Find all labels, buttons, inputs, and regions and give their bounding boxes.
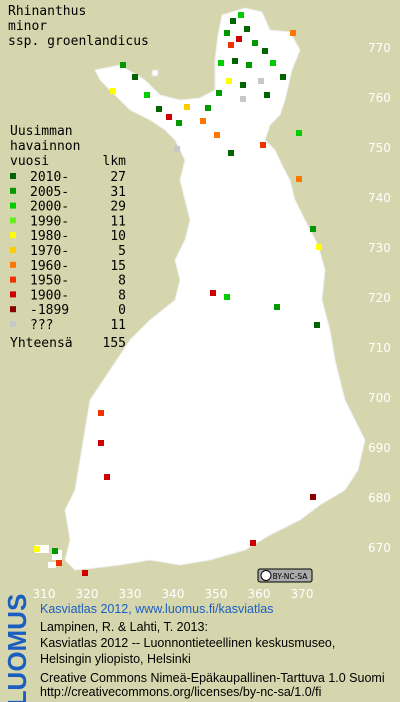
- legend-label: 1950-: [30, 274, 69, 289]
- legend-swatch: [10, 276, 16, 283]
- legend-count: 15: [110, 259, 126, 274]
- y-grid-label: 670: [368, 541, 391, 555]
- legend-count-header: lkm: [103, 154, 127, 169]
- legend-swatch: [10, 173, 16, 179]
- x-grid-label: 350: [205, 587, 228, 601]
- legend-label: 1960-: [30, 259, 69, 274]
- y-grid-label: 710: [368, 341, 391, 355]
- legend-label: 1970-: [30, 244, 69, 259]
- legend-total-label: Yhteensä: [10, 336, 73, 351]
- legend-swatch: [10, 247, 16, 253]
- legend-count: 11: [110, 318, 126, 333]
- legend-label: ???: [30, 318, 53, 333]
- y-grid-label: 720: [368, 291, 391, 305]
- legend-header: Uusimman: [10, 124, 73, 139]
- legend-swatch: [10, 291, 16, 298]
- legend-swatch: [10, 261, 16, 268]
- legend-swatch: [10, 321, 16, 327]
- y-grid-label: 740: [368, 191, 391, 205]
- y-grid-label: 750: [368, 141, 391, 155]
- legend-label: 1900-: [30, 288, 69, 303]
- y-grid-label: 680: [368, 491, 391, 505]
- x-grid-label: 340: [162, 587, 185, 601]
- title-line: Rhinanthus: [8, 4, 86, 19]
- x-grid-label: 320: [76, 587, 99, 601]
- legend-swatch: [10, 217, 16, 224]
- legend-count: 31: [110, 185, 126, 200]
- legend-header: vuosi: [10, 154, 49, 169]
- y-grid-label: 690: [368, 441, 391, 455]
- occurrence-squares: [34, 12, 322, 576]
- citation-line: Kasviatlas 2012 -- Luonnontieteellinen k…: [40, 636, 335, 650]
- x-grid-label: 330: [119, 587, 142, 601]
- footer: Lampinen, R. & Lahti, T. 2013: Kasviatlas…: [40, 620, 385, 699]
- legend-count: 29: [110, 200, 126, 215]
- y-grid-label: 700: [368, 391, 391, 405]
- license-badge: BY-NC-SA: [257, 568, 313, 583]
- legend-label: 2000-: [30, 200, 69, 215]
- legend-label: 2005-: [30, 185, 69, 200]
- legend-count: 8: [118, 288, 126, 303]
- legend-count: 8: [118, 274, 126, 289]
- legend-swatch: [10, 202, 16, 209]
- legend-total: 155: [103, 336, 126, 351]
- legend-swatch: [10, 306, 16, 313]
- legend-count: 10: [110, 229, 126, 244]
- logo: LUOMUS: [2, 594, 32, 702]
- citation-line: Lampinen, R. & Lahti, T. 2013:: [40, 620, 208, 634]
- legend-count: 5: [118, 244, 126, 259]
- title-line: minor: [8, 19, 47, 34]
- legend-label: -1899: [30, 303, 69, 318]
- license-line: Creative Commons Nimeä-Epäkaupallinen-Ta…: [40, 671, 385, 685]
- legend-swatch: [10, 187, 16, 194]
- license-badge-text: BY-NC-SA: [273, 572, 309, 581]
- x-grid-label: 310: [33, 587, 56, 601]
- legend-count: 11: [110, 214, 126, 229]
- license-line: http://creativecommons.org/licenses/by-n…: [40, 685, 321, 699]
- legend-label: 1990-: [30, 214, 69, 229]
- atlas-link[interactable]: Kasviatlas 2012, www.luomus.fi/kasviatla…: [40, 602, 273, 616]
- citation-line: Helsingin yliopisto, Helsinki: [40, 652, 191, 666]
- legend-label: 2010-: [30, 170, 69, 185]
- title-line: ssp. groenlandicus: [8, 34, 149, 49]
- y-grid-label: 760: [368, 91, 391, 105]
- legend-swatch: [10, 232, 16, 239]
- y-grid-label: 770: [368, 41, 391, 55]
- legend-label: 1980-: [30, 229, 69, 244]
- legend-header: havainnon: [10, 139, 80, 154]
- legend-count: 27: [110, 170, 126, 185]
- grid-labels: 310 320 330 340 350 360 3707707607507407307207…: [33, 41, 391, 601]
- x-grid-label: 360: [248, 587, 271, 601]
- y-grid-label: 730: [368, 241, 391, 255]
- legend-count: 0: [118, 303, 126, 318]
- finland-outline: [64, 7, 366, 571]
- x-grid-label: 370: [291, 587, 314, 601]
